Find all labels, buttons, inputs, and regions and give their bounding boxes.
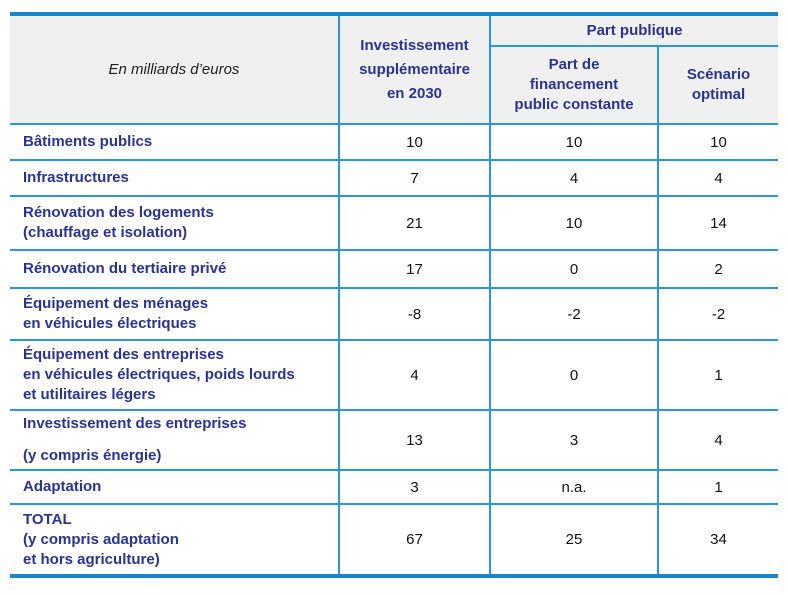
row-label-line: Rénovation du tertiaire privé — [23, 260, 227, 277]
row-label-cell: Adaptation — [10, 470, 339, 504]
table-row: Équipement des ménages en véhicules élec… — [10, 288, 778, 340]
row-label-line: Adaptation — [23, 478, 102, 495]
table-row: Rénovation du tertiaire privé 17 0 2 — [10, 250, 778, 288]
row-label-line: en véhicules électriques — [23, 315, 197, 332]
value-cell: 1 — [657, 470, 778, 504]
table-row: Équipement des entreprises en véhicules … — [10, 340, 778, 410]
value-cell: 67 — [338, 504, 490, 576]
table-row: Bâtiments publics 10 10 10 — [10, 124, 778, 160]
table-row: Infrastructures 7 4 4 — [10, 160, 778, 196]
value-cell: 4 — [657, 410, 778, 470]
header-line: Investissement — [360, 36, 469, 54]
header-line: Part de — [548, 56, 600, 73]
col-header-investissement: Investissement supplémentaire en 2030 — [338, 14, 490, 124]
row-label-line: (chauffage et isolation) — [23, 224, 188, 241]
investment-table: En milliards d’euros Investissement supp… — [10, 12, 778, 578]
row-label-cell: Équipement des entreprises en véhicules … — [10, 340, 339, 410]
header-line: public constante — [514, 96, 634, 113]
value-cell: 4 — [338, 340, 490, 410]
value-cell: 13 — [338, 410, 490, 470]
value-cell: 14 — [657, 196, 778, 250]
value-cell: 17 — [338, 250, 490, 288]
row-label-cell: Bâtiments publics — [10, 124, 339, 160]
row-label-cell: Rénovation des logements (chauffage et i… — [10, 196, 339, 250]
col-header-scenario-optimal: Scénario optimal — [657, 46, 778, 124]
value-cell: 7 — [338, 160, 490, 196]
row-label-line: en véhicules électriques, poids lourds — [23, 366, 295, 383]
row-label-line: et hors agriculture) — [23, 550, 160, 568]
value-cell: 4 — [489, 160, 658, 196]
value-cell: 3 — [489, 410, 658, 470]
value-cell: 10 — [489, 196, 658, 250]
row-label-line: Équipement des ménages — [23, 295, 209, 312]
row-label-line: (y compris énergie) — [23, 447, 162, 464]
header-line: optimal — [691, 86, 746, 103]
row-label-cell: Rénovation du tertiaire privé — [10, 250, 339, 288]
table-header: En milliards d’euros Investissement supp… — [10, 14, 778, 124]
row-label-cell: Équipement des ménages en véhicules élec… — [10, 288, 339, 340]
table-row: Investissement des entreprises (y compri… — [10, 410, 778, 470]
row-label-line: TOTAL — [23, 510, 72, 528]
value-cell: n.a. — [489, 470, 658, 504]
value-cell: 21 — [338, 196, 490, 250]
value-cell: 34 — [657, 504, 778, 576]
value-cell: 10 — [338, 124, 490, 160]
row-label-cell: Investissement des entreprises (y compri… — [10, 410, 339, 470]
table-row: Adaptation 3 n.a. 1 — [10, 470, 778, 504]
value-cell: 25 — [489, 504, 658, 576]
row-label-line: Rénovation des logements — [23, 204, 214, 221]
value-cell: 10 — [489, 124, 658, 160]
header-line: supplémentaire — [359, 60, 470, 78]
group-header-part-publique: Part publique — [489, 14, 778, 47]
value-cell: -2 — [489, 288, 658, 340]
table-row: Rénovation des logements (chauffage et i… — [10, 196, 778, 250]
row-label-line: (y compris adaptation — [23, 530, 179, 548]
value-cell: -8 — [338, 288, 490, 340]
value-cell: 0 — [489, 250, 658, 288]
row-label-cell: Infrastructures — [10, 160, 339, 196]
header-line: financement — [529, 76, 619, 93]
value-cell: 10 — [657, 124, 778, 160]
row-label-line: Équipement des entreprises — [23, 346, 224, 363]
header-line: en 2030 — [386, 84, 443, 102]
value-cell: -2 — [657, 288, 778, 340]
value-cell: 4 — [657, 160, 778, 196]
row-label-line: Investissement des entreprises — [23, 415, 247, 432]
table-row: TOTAL (y compris adaptation et hors agri… — [10, 504, 778, 576]
value-cell: 2 — [657, 250, 778, 288]
row-label-line: Bâtiments publics — [23, 133, 153, 150]
header-line: Scénario — [686, 66, 751, 83]
row-label-line: Infrastructures — [23, 169, 129, 186]
row-label-line: et utilitaires légers — [23, 386, 156, 403]
value-cell: 1 — [657, 340, 778, 410]
table-body: Bâtiments publics 10 10 10 Infrastructur… — [10, 124, 778, 576]
col-header-financement-constante: Part de financement public constante — [489, 46, 658, 124]
unit-header-cell: En milliards d’euros — [10, 14, 339, 124]
value-cell: 3 — [338, 470, 490, 504]
row-label-cell: TOTAL (y compris adaptation et hors agri… — [10, 504, 339, 576]
value-cell: 0 — [489, 340, 658, 410]
